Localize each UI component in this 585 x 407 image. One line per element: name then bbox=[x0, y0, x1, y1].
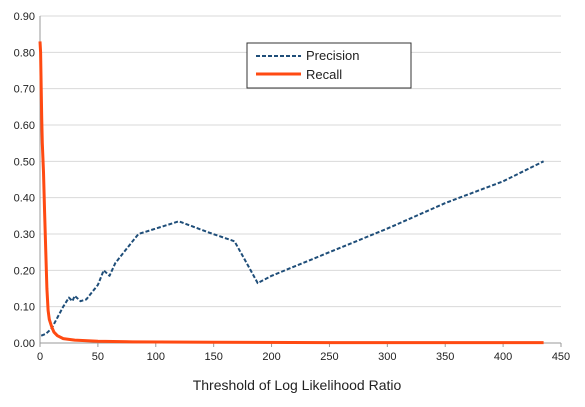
grid bbox=[40, 15, 561, 308]
legend-label-precision: Precision bbox=[306, 48, 359, 63]
x-tick-label: 350 bbox=[436, 351, 454, 363]
y-tick-label: 0.60 bbox=[14, 120, 35, 132]
y-tick-label: 0.20 bbox=[14, 265, 35, 277]
legend-label-recall: Recall bbox=[306, 67, 342, 82]
x-tick-label: 450 bbox=[552, 351, 570, 363]
legend-box bbox=[246, 42, 412, 89]
x-tick-label: 0 bbox=[37, 351, 43, 363]
y-tick-label: 0.90 bbox=[14, 11, 35, 23]
y-tick-label: 0.30 bbox=[14, 229, 35, 241]
x-tick-labels: 0 50 100 150 200 250 300 350 400 450 bbox=[37, 351, 570, 363]
y-tick-label: 0.80 bbox=[14, 47, 35, 59]
x-axis-title: Threshold of Log Likelihood Ratio bbox=[193, 377, 402, 393]
x-tick-label: 50 bbox=[92, 351, 104, 363]
x-tick-label: 200 bbox=[262, 351, 280, 363]
x-tick-label: 250 bbox=[320, 351, 338, 363]
series-line-precision bbox=[40, 160, 545, 337]
y-tick-label: 0.40 bbox=[14, 193, 35, 205]
y-tick-label: 0.70 bbox=[14, 84, 35, 96]
x-tick-label: 100 bbox=[147, 351, 165, 363]
x-tick-label: 150 bbox=[204, 351, 222, 363]
series-line-recall bbox=[38, 41, 544, 345]
x-tick-label: 300 bbox=[378, 351, 396, 363]
y-tick-label: 0.50 bbox=[14, 156, 35, 168]
series-group bbox=[38, 41, 545, 345]
y-tick-label: 0.10 bbox=[14, 302, 35, 314]
y-tick-label: 0.00 bbox=[14, 338, 35, 350]
y-tick-labels: 0.00 0.10 0.20 0.30 0.40 0.50 0.60 0.70 0.80 0.90 bbox=[14, 11, 35, 350]
legend: Precision Recall bbox=[246, 42, 412, 89]
x-tick-label: 400 bbox=[494, 351, 512, 363]
